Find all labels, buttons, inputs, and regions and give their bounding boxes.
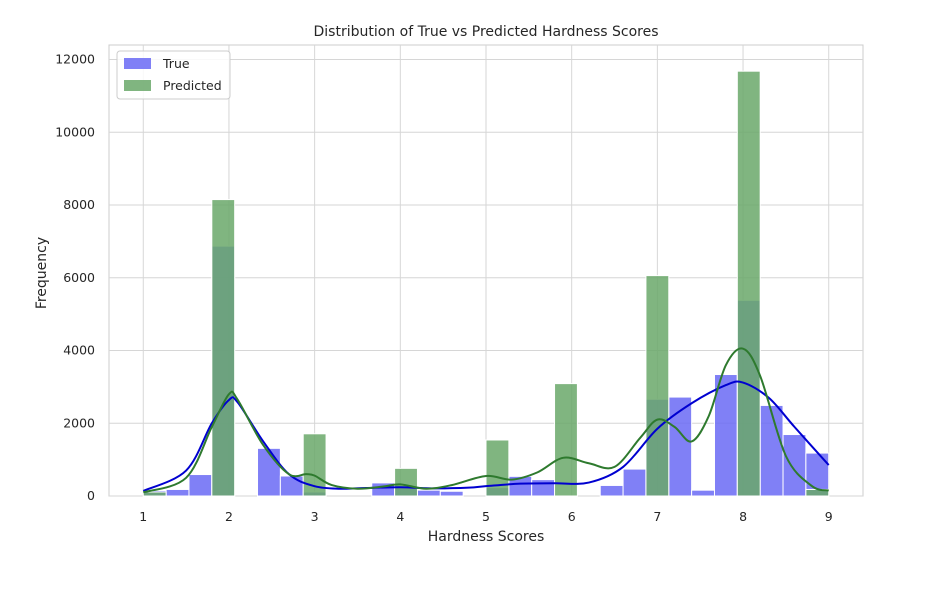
bar-predicted (142, 491, 167, 497)
y-axis-label: Frequency (34, 237, 50, 309)
bar-true (691, 489, 715, 497)
x-tick-label: 9 (825, 509, 833, 524)
bar-true (622, 468, 647, 497)
y-tick-label: 6000 (63, 270, 95, 285)
y-tick-label: 12000 (55, 52, 95, 67)
tick-labels: 1 2 3 4 5 6 7 8 9 0 2000 4000 6000 8000 10000 12000 (55, 52, 833, 524)
bar-true (416, 489, 441, 497)
bar-true (782, 434, 807, 497)
bar-predicted (485, 439, 510, 497)
y-tick-label: 2000 (63, 415, 95, 430)
y-tick-label: 4000 (63, 343, 95, 358)
x-axis-label: Hardness Scores (428, 529, 545, 545)
x-tick-label: 6 (568, 509, 576, 524)
legend: True Predicted (116, 50, 231, 100)
bar-predicted (645, 275, 670, 497)
y-tick-label: 8000 (63, 197, 95, 212)
x-tick-label: 8 (739, 509, 747, 524)
x-tick-label: 2 (225, 509, 233, 524)
x-tick-label: 7 (653, 509, 661, 524)
bar-true (188, 474, 213, 497)
kde-line-true (142, 380, 830, 492)
x-tick-label: 5 (482, 509, 490, 524)
y-tick-label: 0 (87, 488, 95, 503)
bar-true (713, 374, 738, 497)
bar-true (531, 479, 556, 497)
bar-true (279, 475, 304, 497)
bar-true (759, 404, 784, 497)
legend-label-predicted: Predicted (163, 78, 222, 93)
bar-predicted (302, 433, 327, 497)
bar-true (439, 490, 464, 497)
bar-true (165, 488, 190, 497)
x-tick-label: 1 (139, 509, 147, 524)
kde-line-predicted (142, 347, 829, 494)
bars-predicted (142, 70, 830, 497)
y-tick-label: 10000 (55, 124, 95, 139)
x-tick-label: 3 (311, 509, 319, 524)
bar-true (257, 447, 281, 497)
bar-predicted (736, 70, 761, 497)
bar-predicted (394, 467, 418, 497)
kde-curves (142, 347, 830, 494)
bar-predicted (211, 199, 236, 497)
bar-true (599, 484, 624, 497)
chart-title: Distribution of True vs Predicted Hardne… (314, 24, 659, 40)
legend-label-true: True (162, 56, 190, 71)
legend-swatch-true (124, 58, 151, 69)
x-tick-label: 4 (396, 509, 404, 524)
legend-swatch-predicted (124, 80, 151, 91)
bar-predicted (554, 383, 578, 497)
